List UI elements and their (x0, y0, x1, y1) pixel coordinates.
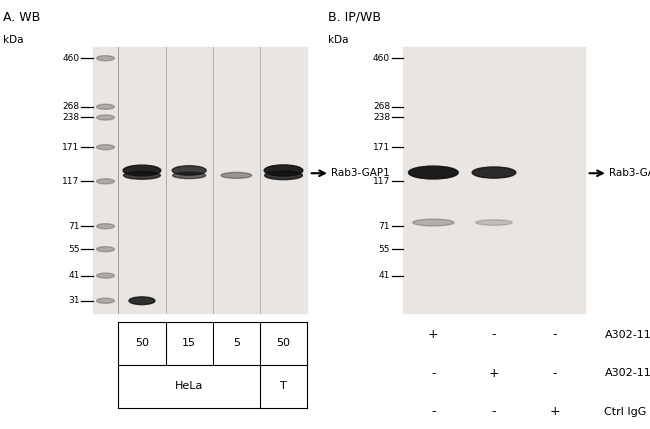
Text: 71: 71 (68, 222, 79, 231)
Text: +: + (428, 328, 439, 341)
Text: 55: 55 (378, 245, 390, 254)
Text: kDa: kDa (328, 35, 349, 45)
Ellipse shape (413, 219, 454, 226)
Text: Rab3-GAP1: Rab3-GAP1 (610, 168, 650, 178)
Text: 50: 50 (135, 338, 149, 348)
Ellipse shape (264, 165, 303, 176)
Ellipse shape (97, 224, 114, 229)
Text: 117: 117 (62, 177, 79, 186)
Text: -: - (492, 328, 496, 341)
Ellipse shape (97, 247, 114, 252)
Text: Ctrl IgG: Ctrl IgG (604, 407, 647, 417)
Text: kDa: kDa (3, 35, 24, 45)
Text: A. WB: A. WB (3, 11, 40, 24)
Ellipse shape (476, 220, 512, 225)
Ellipse shape (97, 115, 114, 120)
Text: B. IP/WB: B. IP/WB (328, 11, 382, 24)
Ellipse shape (97, 145, 114, 150)
Ellipse shape (97, 298, 114, 303)
Text: 117: 117 (372, 177, 390, 186)
Text: 31: 31 (68, 296, 79, 305)
Text: HeLa: HeLa (175, 381, 203, 391)
Ellipse shape (221, 172, 252, 178)
Bar (92, 47, 307, 313)
Text: 238: 238 (62, 113, 79, 122)
Text: 460: 460 (62, 54, 79, 63)
Text: 15: 15 (182, 338, 196, 348)
Text: Rab3-GAP1: Rab3-GAP1 (332, 168, 390, 178)
Text: 460: 460 (373, 54, 390, 63)
Ellipse shape (129, 297, 155, 305)
Ellipse shape (173, 172, 205, 178)
Text: +: + (489, 367, 499, 380)
Ellipse shape (97, 179, 114, 184)
Ellipse shape (97, 273, 114, 278)
Bar (403, 47, 585, 313)
Ellipse shape (408, 166, 458, 179)
Text: -: - (552, 328, 557, 341)
Text: 171: 171 (372, 143, 390, 152)
Text: 41: 41 (378, 271, 390, 280)
Ellipse shape (124, 172, 161, 179)
Ellipse shape (97, 56, 114, 61)
Text: 238: 238 (373, 113, 390, 122)
Text: -: - (431, 405, 436, 418)
Text: 55: 55 (68, 245, 79, 254)
Ellipse shape (472, 167, 516, 178)
Text: -: - (492, 405, 496, 418)
Text: 71: 71 (378, 222, 390, 231)
Ellipse shape (97, 104, 114, 109)
Text: -: - (431, 367, 436, 380)
Text: A302-114A: A302-114A (604, 368, 650, 378)
Text: 5: 5 (233, 338, 240, 348)
Text: +: + (549, 405, 560, 418)
Text: 268: 268 (373, 102, 390, 111)
Ellipse shape (172, 166, 206, 175)
Text: A302-113A: A302-113A (604, 329, 650, 340)
Text: -: - (552, 367, 557, 380)
Ellipse shape (123, 165, 161, 176)
Ellipse shape (265, 171, 302, 180)
Text: 171: 171 (62, 143, 79, 152)
Text: 268: 268 (62, 102, 79, 111)
Text: 50: 50 (276, 338, 291, 348)
Text: 41: 41 (68, 271, 79, 280)
Text: T: T (280, 381, 287, 391)
